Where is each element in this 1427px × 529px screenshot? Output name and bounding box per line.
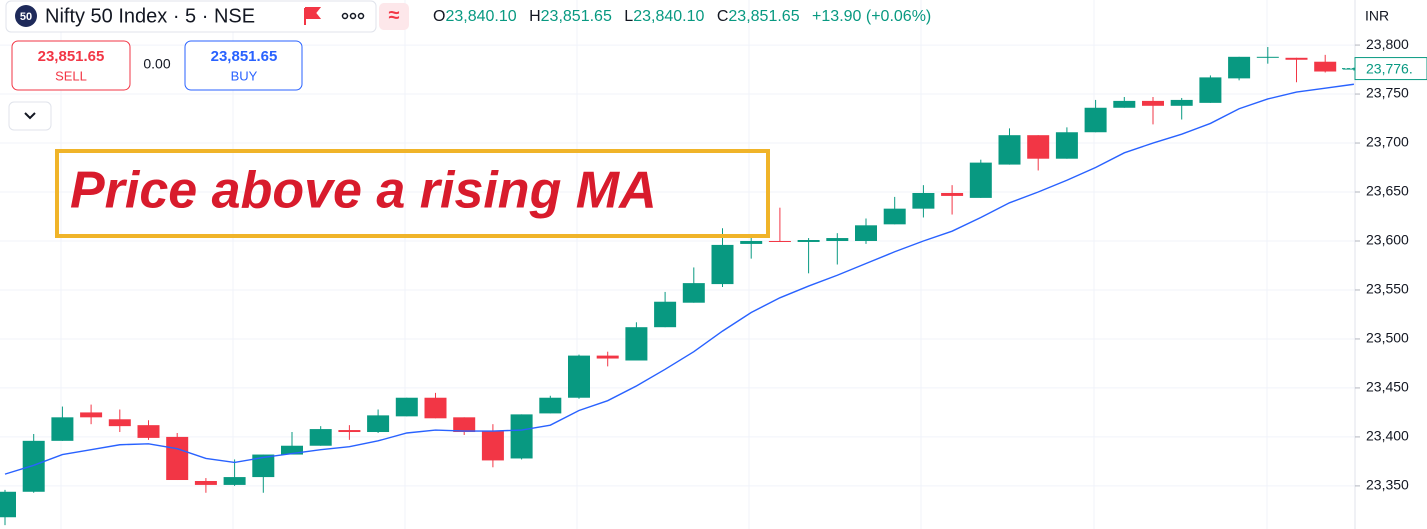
candle-body	[855, 225, 877, 241]
candle-body	[1027, 135, 1050, 159]
l-value: 23,840.10	[633, 8, 704, 25]
candle-body	[223, 477, 246, 485]
sell-label: SELL	[55, 68, 87, 83]
candle-body	[481, 431, 504, 461]
ohlc: O23,840.10 H23,851.65 L23,840.10 C23,851…	[433, 8, 931, 25]
candle-body	[1228, 56, 1251, 79]
y-tick-label: 23,650	[1366, 183, 1409, 199]
dot	[357, 12, 365, 20]
candle-body	[1170, 99, 1193, 106]
spread: 0.00	[143, 56, 170, 72]
candle-body	[1199, 77, 1222, 103]
candle-body	[281, 445, 303, 455]
candle-body	[1055, 132, 1078, 159]
dot	[341, 12, 349, 20]
moving-average	[4, 83, 1354, 475]
candle-body	[453, 417, 476, 433]
o-value: 23,840.10	[445, 8, 516, 25]
y-tick-label: 23,600	[1366, 232, 1409, 248]
candle-body	[740, 240, 763, 244]
o-label: O	[433, 8, 445, 25]
candle-body	[51, 417, 74, 441]
candle-body	[711, 244, 734, 285]
candle-body	[424, 397, 447, 419]
dot	[349, 12, 357, 20]
candle-body	[1084, 107, 1107, 133]
y-tick-label: 23,400	[1366, 428, 1409, 444]
candle-body	[539, 397, 562, 414]
candle-body	[338, 430, 361, 433]
candle-body	[998, 135, 1021, 165]
sell-price: 23,851.65	[38, 48, 105, 65]
candle-body	[309, 429, 332, 446]
candle-body	[1142, 100, 1164, 106]
candle-body	[596, 355, 619, 359]
l-label: L	[624, 8, 633, 25]
symbol[interactable]: Nifty 50 Index · 5 · NSE	[45, 5, 255, 27]
candle-body	[1285, 57, 1308, 60]
candle-body	[969, 162, 992, 198]
buy-button[interactable]	[184, 40, 303, 91]
c-label: C	[717, 8, 729, 25]
chevron	[24, 112, 36, 120]
candle-body	[826, 238, 849, 241]
candle-body	[1256, 56, 1279, 58]
currency[interactable]: INR	[1365, 8, 1389, 24]
candle-body	[80, 412, 103, 418]
candle-body	[395, 397, 418, 417]
indicator-icon: ≈	[389, 4, 400, 26]
y-tick-label: 23,350	[1366, 477, 1409, 493]
plot	[0, 44, 1365, 526]
candle-body	[883, 208, 906, 225]
badge-text: 50	[20, 11, 32, 23]
y-tick-label: 23,750	[1366, 85, 1409, 101]
candle-body	[797, 240, 820, 242]
annotation-box	[55, 149, 770, 238]
y-tick-label: 23,700	[1366, 134, 1409, 150]
sell-button[interactable]	[11, 40, 131, 91]
y-tick-label: 23,450	[1366, 379, 1409, 395]
h-label: H	[529, 8, 541, 25]
candle-body	[108, 419, 131, 427]
flag-icon[interactable]	[304, 7, 322, 25]
annotation: Price above a rising MA	[70, 162, 657, 220]
h-value: 23,851.65	[541, 8, 612, 25]
candle-body	[367, 415, 390, 433]
more-icon[interactable]	[341, 12, 365, 20]
candle-body	[1113, 100, 1136, 108]
candle-body	[137, 425, 160, 438]
last-price-tag	[1354, 57, 1427, 81]
candle-body	[625, 327, 648, 361]
last-price-label: 23,776.	[1366, 60, 1413, 76]
c-value: 23,851.65	[728, 8, 799, 25]
candle-body	[568, 355, 590, 398]
candle-body	[166, 436, 189, 481]
candle-body	[0, 491, 16, 518]
candle-body	[194, 480, 217, 485]
candle-body	[252, 454, 275, 478]
candle-body	[768, 240, 791, 242]
candle-body	[682, 283, 705, 303]
y-tick-label: 23,800	[1366, 36, 1409, 52]
y-tick-label: 23,500	[1366, 330, 1409, 346]
candle-body	[22, 440, 45, 492]
buy-label: BUY	[231, 68, 258, 83]
y-tick-label: 23,550	[1366, 281, 1409, 297]
candle-body	[912, 192, 935, 209]
badge	[15, 5, 37, 27]
candle-body	[510, 414, 533, 459]
change: +13.90 (+0.06%)	[812, 8, 931, 25]
symbol-box[interactable]	[5, 0, 377, 33]
candle-body	[654, 301, 677, 328]
buy-price: 23,851.65	[211, 48, 278, 65]
candle-body	[941, 192, 964, 196]
collapse-button[interactable]	[8, 101, 52, 131]
candle-body	[1314, 61, 1337, 72]
indicator-button[interactable]	[379, 3, 409, 30]
y-axis: 23,350 23,400 23,450 23,500 23,550 23,600 23,6…	[1342, 36, 1427, 493]
